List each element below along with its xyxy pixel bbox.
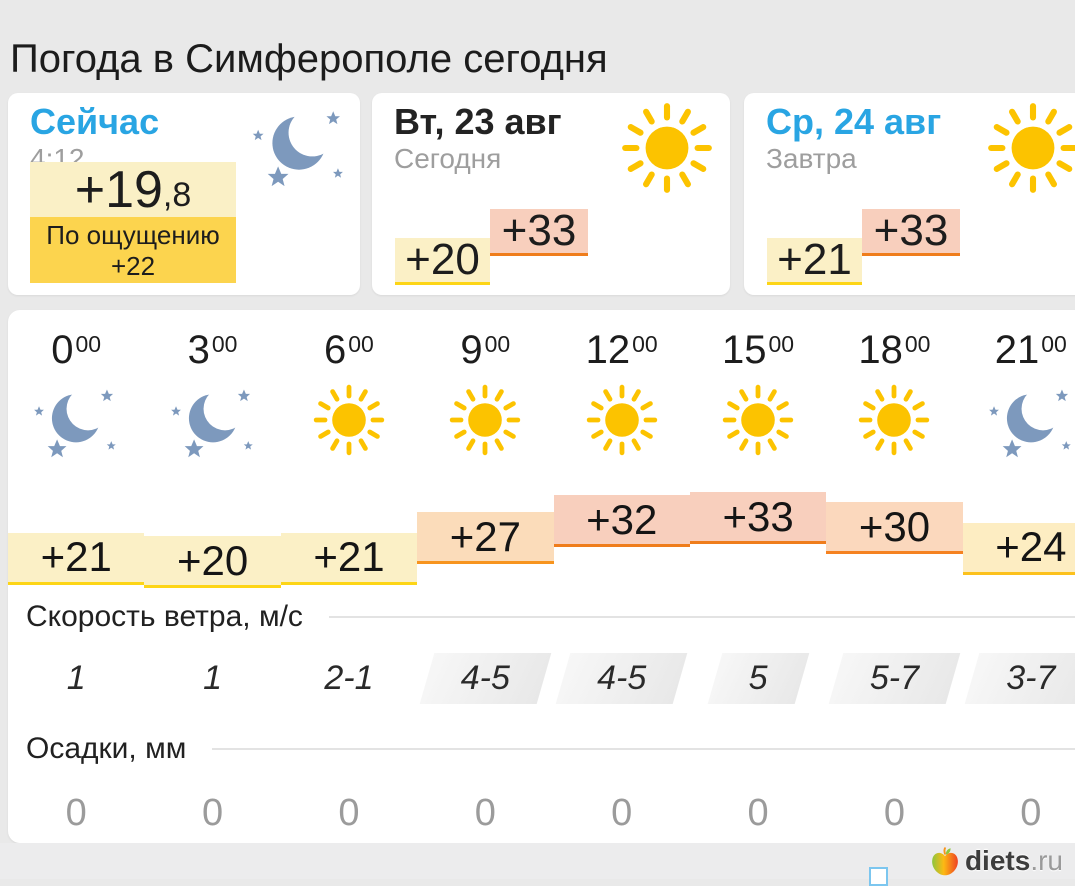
section-divider xyxy=(328,616,1075,618)
today-low-temp: +20 xyxy=(395,235,490,285)
current-temp-frac: ,8 xyxy=(162,176,192,214)
now-label: Сейчас xyxy=(30,101,160,142)
precip-value: 0 xyxy=(201,791,224,834)
sun-icon xyxy=(718,380,798,460)
wind-value: 5 xyxy=(743,657,774,700)
today-sublabel: Сегодня xyxy=(394,143,502,174)
precip-value: 0 xyxy=(611,791,633,834)
footer-strip: diets .ru xyxy=(0,843,1075,886)
sun-icon xyxy=(616,97,718,199)
precip-value: 0 xyxy=(1020,791,1042,834)
sun-icon xyxy=(582,380,662,460)
wind-value: 3-7 xyxy=(1000,657,1061,700)
brand-suffix: .ru xyxy=(1030,845,1063,876)
temp-step: +33 xyxy=(689,492,827,544)
temp-step: +32 xyxy=(553,495,690,548)
wind-value: 4-5 xyxy=(591,657,652,700)
hour-label: 12 00 xyxy=(585,328,658,372)
wind-value: 1 xyxy=(203,658,223,697)
tomorrow-high-temp: +33 xyxy=(862,206,960,256)
wind-values-row: 1 1 2-1 4-5 4-5 5 5-7 3-7 xyxy=(8,650,1075,706)
sun-icon xyxy=(854,380,934,460)
hour-label: 9 00 xyxy=(460,328,511,372)
partial-blue-box xyxy=(869,867,888,886)
temp-step: +30 xyxy=(826,502,963,555)
sun-icon xyxy=(445,380,525,460)
feels-like-value: +22 xyxy=(110,251,156,281)
wind-value: 2-1 xyxy=(324,658,374,697)
precip-section-heading: Осадки, мм xyxy=(26,732,1075,766)
feels-like-box: По ощущению +22 xyxy=(30,217,236,283)
tomorrow-date: Ср, 24 авг xyxy=(766,101,942,142)
hour-label: 3 00 xyxy=(187,328,238,372)
hour-icons-row xyxy=(8,374,1075,466)
tomorrow-low-temp: +21 xyxy=(767,235,862,285)
tomorrow-sublabel: Завтра xyxy=(766,143,857,174)
moon-icon xyxy=(979,377,1075,463)
hour-labels-row: 0 00 3 00 6 00 9 00 12 00 15 00 18 00 21 00 xyxy=(8,326,1075,374)
today-high-temp: +33 xyxy=(490,206,588,256)
precip-value: 0 xyxy=(338,791,360,834)
card-tomorrow[interactable]: Ср, 24 авг Завтра +21 +33 xyxy=(744,93,1075,295)
moon-icon xyxy=(161,377,265,463)
hour-label: 6 00 xyxy=(324,328,374,372)
temp-step: +24 xyxy=(962,522,1075,575)
section-divider xyxy=(212,748,1075,750)
diets-ru-logo[interactable]: diets .ru xyxy=(929,845,1063,877)
today-date: Вт, 23 авг xyxy=(394,101,562,142)
current-temp-int: +19 xyxy=(74,160,163,219)
hour-label: 18 00 xyxy=(858,328,931,372)
hourly-forecast-panel: 0 00 3 00 6 00 9 00 12 00 15 00 18 00 21 00 +21 … xyxy=(8,310,1075,843)
current-temperature: +19,8 xyxy=(30,162,236,217)
hour-label: 15 00 xyxy=(722,328,795,372)
hour-label: 0 00 xyxy=(51,328,102,372)
precip-value: 0 xyxy=(474,791,496,834)
card-current-weather[interactable]: Сейчас 4:12 +19,8 По ощущению +22 xyxy=(8,93,360,295)
moon-icon xyxy=(242,95,356,195)
wind-value: 1 xyxy=(66,658,86,697)
sun-icon xyxy=(982,97,1075,199)
precip-value: 0 xyxy=(65,791,87,834)
wind-value: 4-5 xyxy=(455,657,516,700)
precip-value: 0 xyxy=(883,791,905,834)
temp-step: +27 xyxy=(417,512,554,565)
feels-like-label: По ощущению xyxy=(46,220,220,250)
page-title: Погода в Симферополе сегодня xyxy=(10,36,608,81)
wind-value: 5-7 xyxy=(864,657,925,700)
brand-name: diets xyxy=(964,845,1031,876)
temperature-band: +21 +20 +21 +27 +32 +33 +30 +24 xyxy=(8,470,1075,590)
wind-section-label: Скорость ветра, м/с xyxy=(26,600,303,633)
sun-icon xyxy=(309,380,389,460)
temp-step: +20 xyxy=(144,536,281,589)
apple-icon xyxy=(929,845,961,877)
wind-section-heading: Скорость ветра, м/с xyxy=(26,600,1075,634)
moon-icon xyxy=(24,377,128,463)
temp-step: +21 xyxy=(280,532,418,585)
precip-section-label: Осадки, мм xyxy=(26,732,187,765)
hour-label: 21 00 xyxy=(994,328,1067,372)
precip-values-row: 0 0 0 0 0 0 0 0 xyxy=(8,788,1075,838)
temp-step: +21 xyxy=(8,532,145,585)
precip-value: 0 xyxy=(747,791,769,834)
card-today[interactable]: Вт, 23 авг Сегодня +20 +33 xyxy=(372,93,730,295)
